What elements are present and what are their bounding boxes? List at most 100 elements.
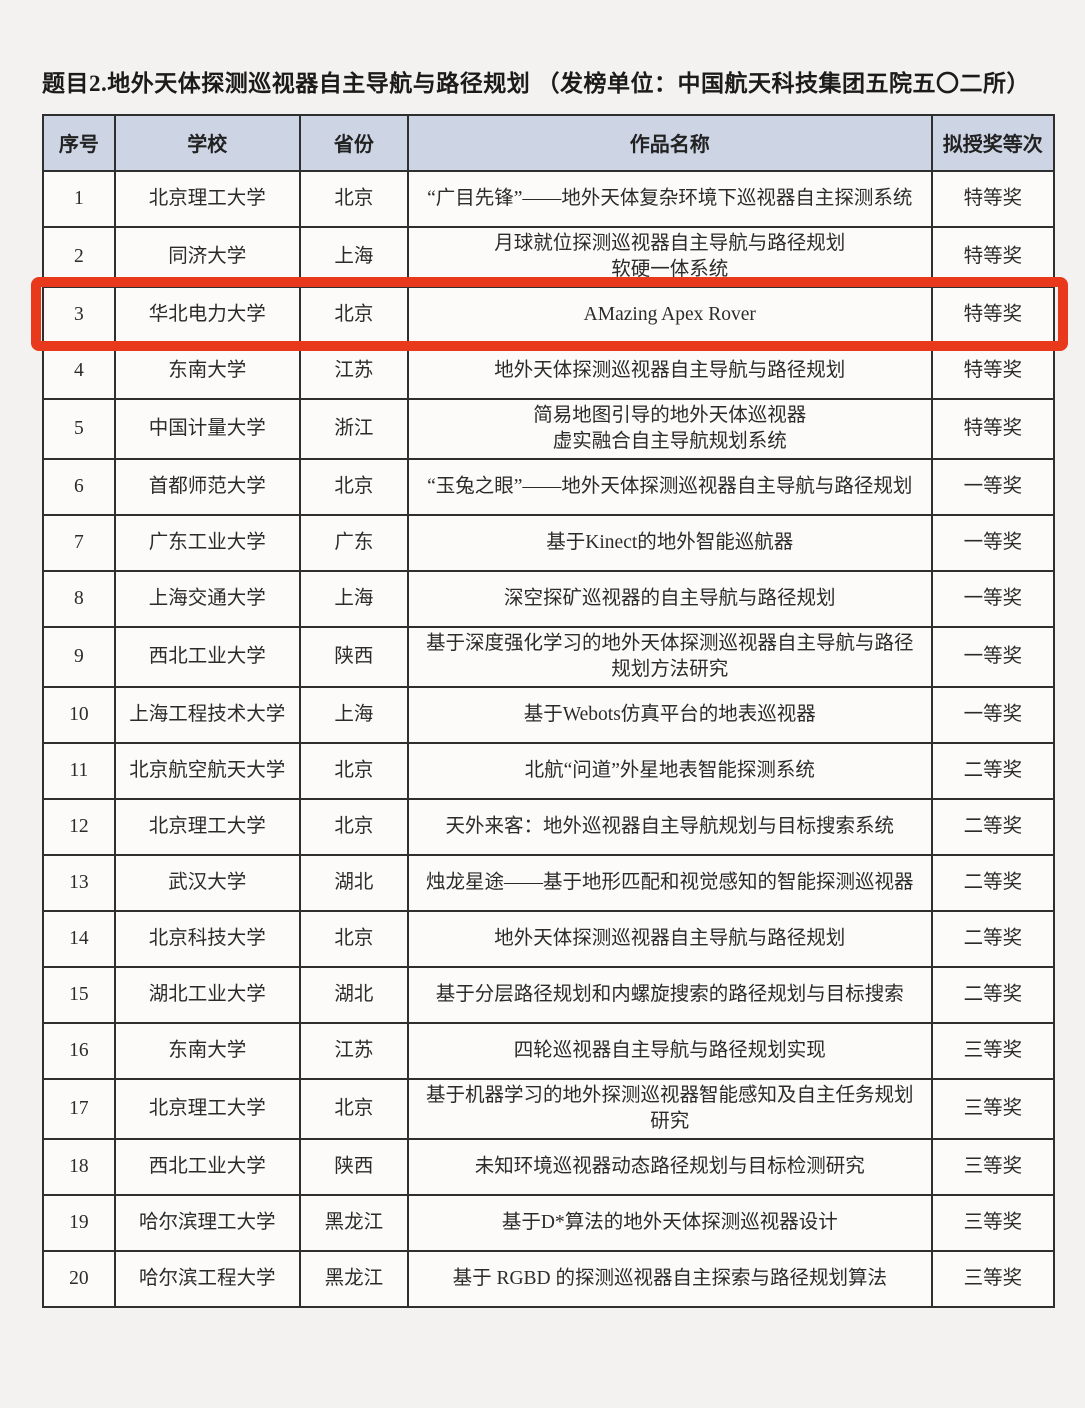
cell-award: 特等奖 (930, 225, 1056, 288)
cell-work-title: 基于Kinect的地外智能巡航器 (406, 513, 933, 572)
cell-school: 广东工业大学 (113, 513, 301, 572)
cell-school: 同济大学 (113, 225, 301, 288)
cell-work-title: AMazing Apex Rover (406, 285, 933, 344)
table-row: 10 上海工程技术大学 上海 基于Webots仿真平台的地表巡视器 一等奖 (42, 685, 1056, 744)
cell-school: 哈尔滨工程大学 (113, 1249, 301, 1308)
cell-index: 16 (42, 1021, 116, 1080)
cell-award: 特等奖 (930, 397, 1056, 460)
cell-index: 20 (42, 1249, 116, 1308)
header-index: 序号 (42, 113, 116, 172)
cell-award: 特等奖 (930, 285, 1056, 344)
cell-province: 北京 (298, 169, 409, 228)
cell-work-title: 地外天体探测巡视器自主导航与路径规划 (406, 909, 933, 968)
cell-school: 北京理工大学 (113, 169, 301, 228)
table-row: 4 东南大学 江苏 地外天体探测巡视器自主导航与路径规划 特等奖 (42, 341, 1056, 400)
cell-work-title: 烛龙星途——基于地形匹配和视觉感知的智能探测巡视器 (406, 853, 933, 912)
cell-work-title: 基于Webots仿真平台的地表巡视器 (406, 685, 933, 744)
cell-index: 8 (42, 569, 116, 628)
cell-school: 武汉大学 (113, 853, 301, 912)
cell-school: 首都师范大学 (113, 457, 301, 516)
table-row: 9 西北工业大学 陕西 基于深度强化学习的地外天体探测巡视器自主导航与路径规划方… (42, 625, 1056, 688)
cell-work-title: 简易地图引导的地外天体巡视器 虚实融合自主导航规划系统 (406, 397, 933, 460)
cell-award: 一等奖 (930, 685, 1056, 744)
cell-province: 黑龙江 (298, 1193, 409, 1252)
cell-award: 特等奖 (930, 341, 1056, 400)
cell-work-title: “广目先锋”——地外天体复杂环境下巡视器自主探测系统 (406, 169, 933, 228)
table-row: 19 哈尔滨理工大学 黑龙江 基于D*算法的地外天体探测巡视器设计 三等奖 (42, 1193, 1056, 1252)
cell-school: 上海工程技术大学 (113, 685, 301, 744)
table-row: 3 华北电力大学 北京 AMazing Apex Rover 特等奖 (42, 285, 1056, 344)
cell-school: 上海交通大学 (113, 569, 301, 628)
cell-index: 5 (42, 397, 116, 460)
cell-province: 北京 (298, 457, 409, 516)
cell-index: 12 (42, 797, 116, 856)
cell-award: 三等奖 (930, 1137, 1056, 1196)
cell-award: 二等奖 (930, 909, 1056, 968)
cell-school: 北京理工大学 (113, 1077, 301, 1140)
cell-index: 18 (42, 1137, 116, 1196)
cell-work-title: 未知环境巡视器动态路径规划与目标检测研究 (406, 1137, 933, 1196)
table-row: 11 北京航空航天大学 北京 北航“问道”外星地表智能探测系统 二等奖 (42, 741, 1056, 800)
cell-award: 三等奖 (930, 1021, 1056, 1080)
table-header-row: 序号 学校 省份 作品名称 拟授奖等次 (42, 113, 1056, 172)
cell-school: 西北工业大学 (113, 1137, 301, 1196)
cell-award: 三等奖 (930, 1249, 1056, 1308)
cell-work-title: 基于机器学习的地外探测巡视器智能感知及自主任务规划研究 (406, 1077, 933, 1140)
cell-index: 6 (42, 457, 116, 516)
table-row: 15 湖北工业大学 湖北 基于分层路径规划和内螺旋搜索的路径规划与目标搜索 二等… (42, 965, 1056, 1024)
cell-award: 三等奖 (930, 1077, 1056, 1140)
table-row: 12 北京理工大学 北京 天外来客：地外巡视器自主导航规划与目标搜索系统 二等奖 (42, 797, 1056, 856)
cell-province: 陕西 (298, 1137, 409, 1196)
cell-index: 17 (42, 1077, 116, 1140)
cell-province: 北京 (298, 1077, 409, 1140)
cell-index: 1 (42, 169, 116, 228)
cell-award: 二等奖 (930, 797, 1056, 856)
cell-award: 二等奖 (930, 741, 1056, 800)
cell-province: 黑龙江 (298, 1249, 409, 1308)
cell-index: 14 (42, 909, 116, 968)
table-row: 14 北京科技大学 北京 地外天体探测巡视器自主导航与路径规划 二等奖 (42, 909, 1056, 968)
cell-award: 一等奖 (930, 569, 1056, 628)
cell-work-title: 基于深度强化学习的地外天体探测巡视器自主导航与路径规划方法研究 (406, 625, 933, 688)
cell-school: 华北电力大学 (113, 285, 301, 344)
cell-index: 2 (42, 225, 116, 288)
cell-province: 湖北 (298, 965, 409, 1024)
table-row: 8 上海交通大学 上海 深空探矿巡视器的自主导航与路径规划 一等奖 (42, 569, 1056, 628)
cell-school: 北京航空航天大学 (113, 741, 301, 800)
cell-index: 15 (42, 965, 116, 1024)
cell-work-title: 基于D*算法的地外天体探测巡视器设计 (406, 1193, 933, 1252)
cell-award: 二等奖 (930, 965, 1056, 1024)
cell-index: 13 (42, 853, 116, 912)
cell-work-title: 北航“问道”外星地表智能探测系统 (406, 741, 933, 800)
cell-province: 陕西 (298, 625, 409, 688)
awards-table: 序号 学校 省份 作品名称 拟授奖等次 1 北京理工大学 北京 “广目先锋”——… (42, 113, 1056, 1308)
table-row: 20 哈尔滨工程大学 黑龙江 基于 RGBD 的探测巡视器自主探索与路径规划算法… (42, 1249, 1056, 1308)
cell-index: 3 (42, 285, 116, 344)
header-province: 省份 (298, 113, 409, 172)
cell-province: 上海 (298, 685, 409, 744)
awards-table-container: 序号 学校 省份 作品名称 拟授奖等次 1 北京理工大学 北京 “广目先锋”——… (31, 113, 1068, 1308)
cell-work-title: 深空探矿巡视器的自主导航与路径规划 (406, 569, 933, 628)
header-school: 学校 (113, 113, 301, 172)
header-work: 作品名称 (406, 113, 933, 172)
cell-index: 9 (42, 625, 116, 688)
cell-index: 4 (42, 341, 116, 400)
cell-work-title: 月球就位探测巡视器自主导航与路径规划 软硬一体系统 (406, 225, 933, 288)
cell-province: 上海 (298, 569, 409, 628)
table-row: 5 中国计量大学 浙江 简易地图引导的地外天体巡视器 虚实融合自主导航规划系统 … (42, 397, 1056, 460)
table-row: 6 首都师范大学 北京 “玉兔之眼”——地外天体探测巡视器自主导航与路径规划 一… (42, 457, 1056, 516)
cell-work-title: 四轮巡视器自主导航与路径规划实现 (406, 1021, 933, 1080)
cell-work-title: 基于 RGBD 的探测巡视器自主探索与路径规划算法 (406, 1249, 933, 1308)
cell-school: 中国计量大学 (113, 397, 301, 460)
table-row: 7 广东工业大学 广东 基于Kinect的地外智能巡航器 一等奖 (42, 513, 1056, 572)
cell-province: 北京 (298, 741, 409, 800)
cell-work-title: 地外天体探测巡视器自主导航与路径规划 (406, 341, 933, 400)
cell-school: 哈尔滨理工大学 (113, 1193, 301, 1252)
table-row: 2 同济大学 上海 月球就位探测巡视器自主导航与路径规划 软硬一体系统 特等奖 (42, 225, 1056, 288)
cell-province: 广东 (298, 513, 409, 572)
cell-award: 一等奖 (930, 513, 1056, 572)
cell-province: 江苏 (298, 1021, 409, 1080)
cell-index: 19 (42, 1193, 116, 1252)
cell-award: 一等奖 (930, 457, 1056, 516)
